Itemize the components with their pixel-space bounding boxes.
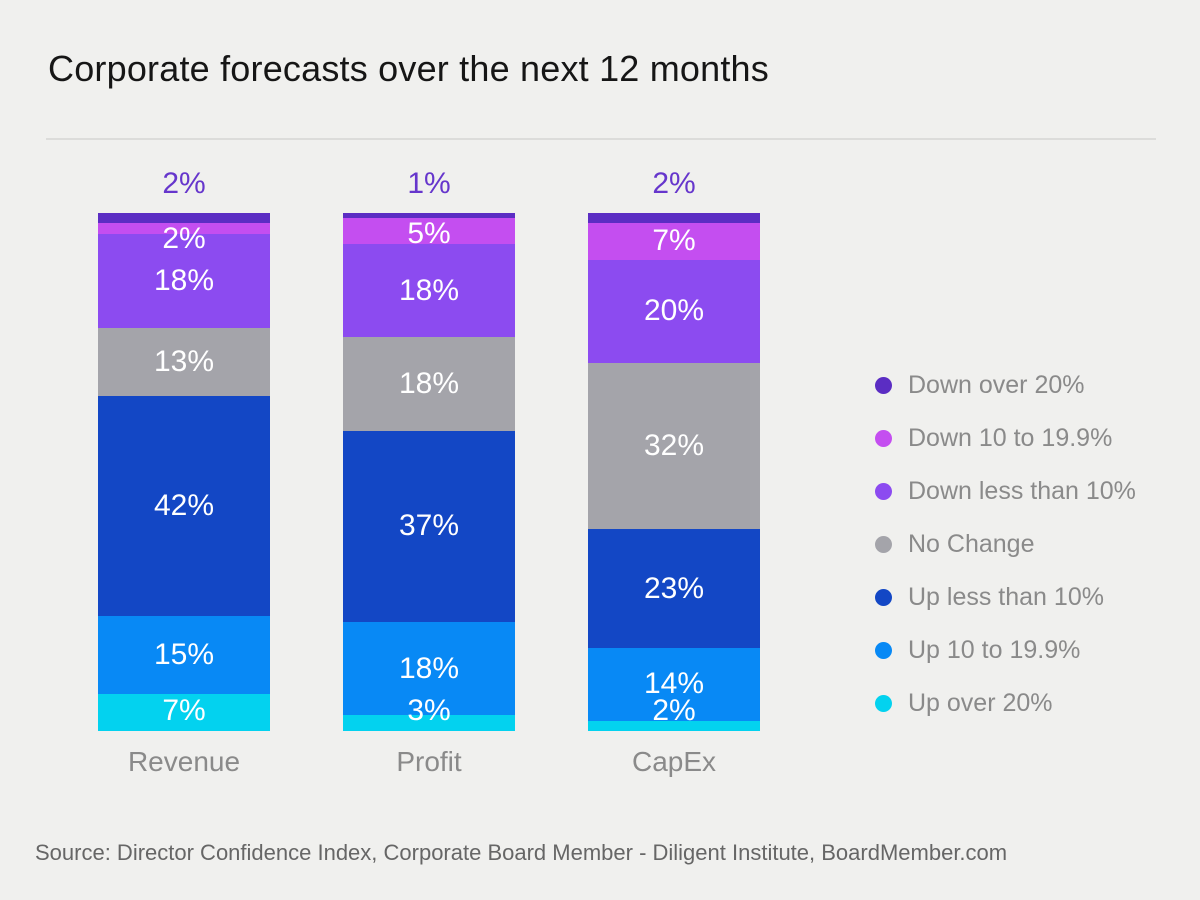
bar-segment-up-less-than-10: [588, 528, 760, 649]
x-axis-label-revenue: Revenue: [127, 746, 241, 777]
legend-dot-icon: [875, 376, 892, 394]
legend-dot-icon: [875, 641, 892, 659]
divider: [46, 138, 1156, 140]
legend-item-up-over-20: Up over 20%: [875, 688, 1136, 717]
segment-value-label: 20%: [643, 294, 705, 328]
legend-item-no-change: No Change: [875, 529, 1136, 558]
segment-value-label: 32%: [643, 429, 705, 463]
bar-segment-no-change: [588, 363, 760, 529]
segment-value-label: 3%: [407, 694, 451, 727]
segment-value-label: 14%: [643, 667, 705, 701]
segment-value-label: 7%: [162, 694, 206, 727]
legend-item-label: Up over 20%: [908, 688, 1053, 717]
segment-value-label: 18%: [398, 273, 460, 307]
bar-segment-down-over-20: [343, 213, 515, 219]
segment-value-label: 7%: [652, 224, 696, 258]
bar-segment-down-over-20: [98, 213, 270, 224]
bar-segment-up-over-20: [98, 694, 270, 731]
segment-value-label: 2%: [162, 222, 206, 256]
legend: Down over 20% Down 10 to 19.9% Down less t…: [875, 370, 1136, 717]
chart-title: Corporate forecasts over the next 12 mon…: [48, 48, 769, 89]
legend-item-label: Down less than 10%: [908, 476, 1136, 505]
segment-value-label: 37%: [398, 509, 460, 543]
bar-segment-up-over-20: [343, 715, 515, 731]
legend-dot-icon: [875, 694, 892, 712]
legend-item-label: Up 10 to 19.9%: [908, 635, 1081, 664]
legend-item-up-less-than-10: Up less than 10%: [875, 582, 1136, 611]
segment-value-label: 2%: [652, 694, 696, 727]
bar-segment-down-10-to-19-9: [98, 223, 270, 234]
legend-dot-icon: [875, 588, 892, 606]
bar-segment-up-less-than-10: [343, 430, 515, 623]
segment-value-label: 18%: [398, 651, 460, 685]
bar-segment-no-change: [98, 328, 270, 397]
bar-segment-down-less-than-10: [588, 259, 760, 364]
segment-value-label: 13%: [153, 345, 215, 379]
stacked-bar-profit: 1% 5% 18% 18% 37% 18% 3% Profit: [343, 167, 515, 777]
bar-segment-down-10-to-19-9: [588, 223, 760, 260]
above-bar-value-label: 2%: [652, 167, 696, 200]
bar-segment-up-10-to-19-9: [588, 648, 760, 721]
stacked-bar-revenue: 2% 2% 18% 13% 42% 15% 7% Revenue: [98, 167, 270, 777]
legend-item-down-over-20: Down over 20%: [875, 370, 1136, 399]
legend-dot-icon: [875, 429, 892, 447]
legend-item-label: Down 10 to 19.9%: [908, 423, 1113, 452]
bar-segment-up-10-to-19-9: [98, 615, 270, 695]
legend-item-label: Down over 20%: [908, 370, 1085, 399]
legend-dot-icon: [875, 535, 892, 553]
legend-dot-icon: [875, 482, 892, 500]
above-bar-value-label: 1%: [407, 167, 451, 200]
legend-item-up-10-to-19-9: Up 10 to 19.9%: [875, 635, 1136, 664]
bar-segment-down-10-to-19-9: [343, 218, 515, 245]
legend-item-down-less-than-10: Down less than 10%: [875, 476, 1136, 505]
legend-item-down-10-to-19-9: Down 10 to 19.9%: [875, 423, 1136, 452]
segment-value-label: 23%: [643, 571, 705, 605]
legend-item-label: Up less than 10%: [908, 582, 1104, 611]
segment-value-label: 18%: [398, 366, 460, 400]
bar-segment-up-over-20: [588, 720, 760, 731]
above-bar-value-label: 2%: [162, 167, 206, 200]
segment-value-label: 18%: [153, 264, 215, 298]
bar-segment-down-less-than-10: [98, 233, 270, 329]
bar-segment-up-less-than-10: [98, 396, 270, 616]
x-axis-label-capex: CapEx: [631, 746, 717, 777]
stacked-bar-capex: 2% 7% 20% 32% 23% 14% 2% CapEx: [588, 167, 760, 777]
bar-segment-up-10-to-19-9: [343, 622, 515, 716]
legend-item-label: No Change: [908, 529, 1035, 558]
segment-value-label: 42%: [153, 489, 215, 522]
bar-segment-down-less-than-10: [343, 244, 515, 338]
segment-value-label: 15%: [153, 638, 215, 672]
x-axis-label-profit: Profit: [396, 746, 462, 777]
source-note: Source: Director Confidence Index, Corpo…: [35, 840, 1008, 865]
bar-segment-down-over-20: [588, 213, 760, 224]
bar-segment-no-change: [343, 337, 515, 431]
segment-value-label: 5%: [407, 217, 451, 251]
